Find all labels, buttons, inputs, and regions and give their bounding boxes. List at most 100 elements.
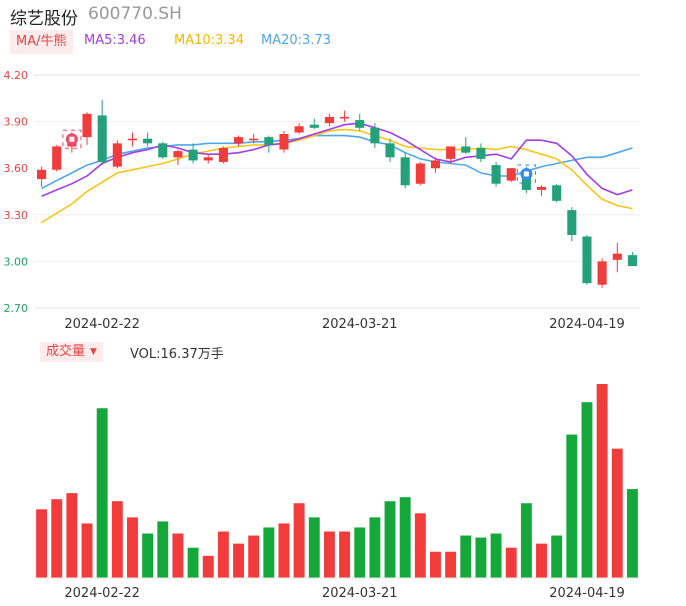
volume-bar: [414, 513, 426, 578]
candle-body: [264, 137, 274, 145]
bear-icon: [516, 164, 536, 184]
volume-bar: [445, 551, 457, 578]
candle-body: [82, 113, 92, 138]
volume-bar: [475, 537, 487, 578]
volume-bar: [536, 543, 547, 578]
stock-code: 600770.SH: [88, 4, 182, 24]
candle-body: [582, 236, 592, 284]
candle-body: [233, 137, 244, 144]
candle-body: [309, 124, 319, 128]
volume-bar: [111, 501, 123, 578]
volume-bar: [596, 384, 608, 578]
volume-bar: [384, 501, 396, 578]
volume-x-tick-label: 2024-02-22: [64, 586, 140, 601]
y-tick-label: 2.70: [4, 302, 29, 315]
volume-bar: [460, 535, 472, 578]
ma-indicator-button[interactable]: MA/牛熊: [10, 30, 73, 54]
bull-icon: [62, 129, 82, 149]
volume-bar: [520, 503, 532, 578]
volume-indicator-button[interactable]: 成交量 ▼: [40, 342, 103, 362]
volume-label: 成交量: [46, 344, 86, 359]
volume-bar: [566, 434, 578, 578]
candle-body: [521, 171, 531, 190]
ma5-legend: MA5:3.46: [84, 33, 146, 48]
volume-bar: [490, 533, 502, 578]
y-tick-label: 4.20: [4, 69, 29, 82]
volume-value: VOL:16.37万手: [130, 347, 224, 362]
volume-bar: [354, 527, 366, 578]
ma20-legend: MA20:3.73: [261, 33, 331, 48]
candle-body: [506, 168, 516, 181]
candle-body: [340, 116, 350, 119]
candle-body: [536, 186, 547, 190]
y-tick-label: 3.30: [4, 209, 29, 222]
candle-body: [249, 138, 259, 141]
candle-body: [415, 163, 425, 184]
candle-body: [400, 157, 410, 186]
volume-bar: [611, 448, 623, 578]
volume-bar: [430, 551, 441, 578]
volume-bar: [278, 523, 290, 578]
candle-body: [203, 157, 213, 161]
volume-bar: [293, 503, 305, 578]
candle-body: [294, 126, 304, 133]
ma20-line: [41, 134, 633, 190]
volume-bar: [248, 535, 260, 578]
volume-bar: [81, 523, 93, 578]
candle-body: [127, 138, 138, 141]
ma10-line: [41, 128, 633, 224]
volume-bar: [339, 531, 351, 578]
candle-body: [355, 120, 365, 128]
volume-x-tick-label: 2024-03-21: [322, 586, 398, 601]
candle-body: [476, 148, 486, 159]
volume-bar: [505, 547, 517, 578]
volume-bar: [551, 535, 563, 578]
candle-body: [446, 146, 456, 159]
ma5-line: [41, 122, 633, 197]
y-tick-label: 3.60: [4, 162, 29, 175]
volume-bar: [581, 402, 593, 578]
candle-body: [627, 255, 637, 267]
y-tick-label: 3.90: [4, 116, 29, 129]
x-tick-label: 2024-04-19: [549, 317, 625, 332]
candle-body: [385, 143, 395, 158]
volume-bar: [66, 493, 78, 578]
volume-bar: [323, 531, 335, 578]
candle-body: [112, 143, 122, 167]
candle-body: [37, 169, 47, 180]
volume-bar: [217, 531, 229, 578]
caret-down-icon: ▼: [90, 347, 97, 357]
volume-bar: [399, 497, 411, 578]
y-tick-label: 3.00: [4, 255, 29, 268]
x-tick-label: 2024-02-22: [64, 317, 140, 332]
candle-body: [461, 146, 471, 153]
candle-body: [552, 185, 562, 201]
candle-body: [597, 261, 607, 285]
stock-name: 综艺股份: [10, 9, 78, 29]
candle-body: [218, 148, 228, 162]
volume-bar: [127, 517, 138, 578]
volume-bar: [263, 527, 275, 578]
candle-body: [173, 151, 183, 158]
volume-bar: [187, 547, 199, 578]
x-tick-label: 2024-03-21: [322, 317, 398, 332]
volume-bar: [369, 517, 381, 578]
volume-bar: [172, 533, 184, 578]
volume-bar: [233, 543, 244, 578]
volume-bar: [36, 509, 48, 578]
candle-body: [567, 210, 577, 235]
candle-body: [370, 127, 380, 144]
candle-body: [491, 165, 501, 184]
candle-body: [430, 160, 441, 169]
candle-body: [324, 116, 334, 124]
candle-body: [143, 138, 153, 144]
candle-body: [158, 143, 168, 158]
volume-bar: [157, 521, 169, 578]
volume-bar: [202, 555, 214, 578]
candle-body: [52, 146, 62, 170]
volume-bar: [142, 533, 154, 578]
volume-bar: [51, 499, 63, 578]
candle-body: [612, 253, 622, 260]
volume-bar: [626, 489, 638, 578]
